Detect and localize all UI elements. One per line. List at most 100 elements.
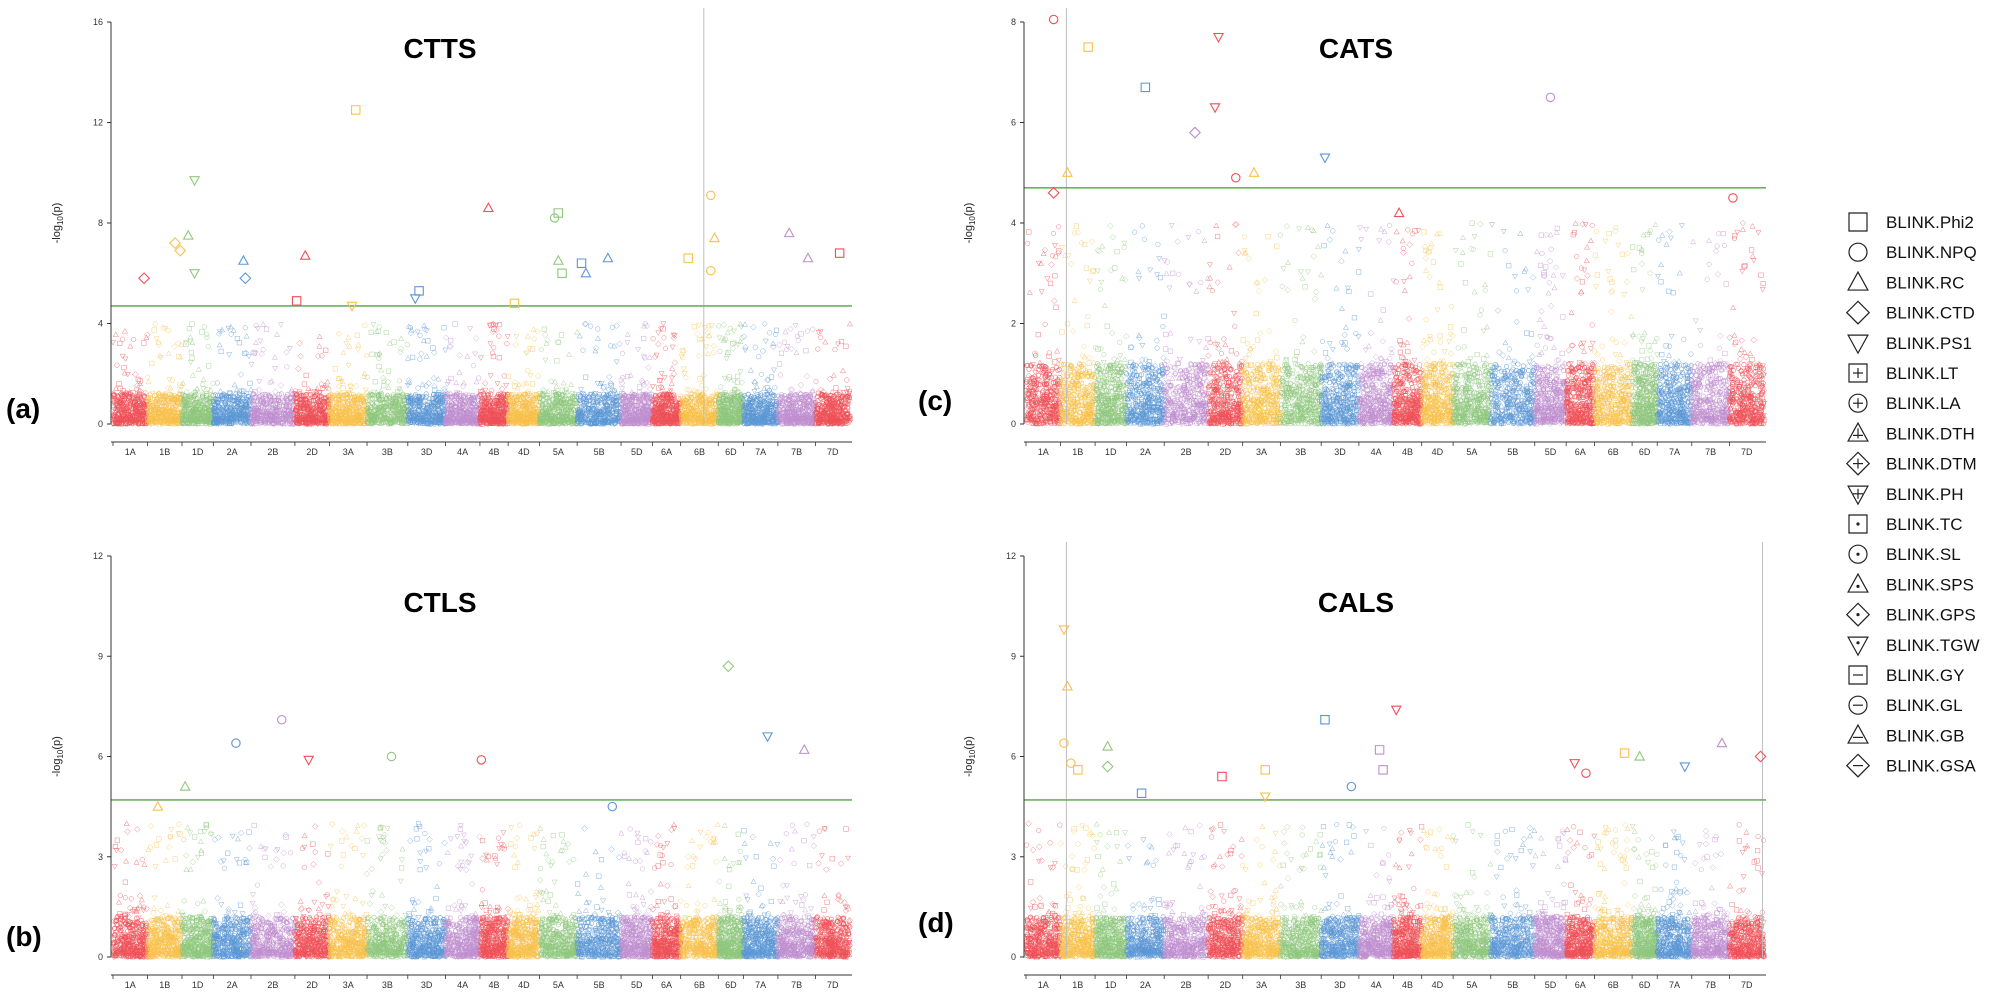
snp-point — [1232, 174, 1240, 182]
y-tick-label: 3 — [1011, 852, 1016, 862]
significant-snps — [153, 661, 809, 811]
x-tick-label: 7A — [755, 980, 766, 990]
x-tick-label: 4D — [518, 447, 530, 457]
legend-marker — [1848, 574, 1868, 592]
x-tick-label: 7B — [1705, 980, 1716, 990]
legend-item: BLINK.GSA — [1847, 754, 1977, 777]
x-tick-label: 3A — [1256, 980, 1267, 990]
snp-point — [484, 203, 493, 211]
x-tick-label: 6D — [1639, 980, 1651, 990]
x-tick-label: 4B — [1402, 447, 1413, 457]
y-tick-label: 12 — [93, 118, 103, 128]
snp-point — [785, 228, 794, 236]
x-tick-label: 3D — [421, 447, 433, 457]
snp-point — [181, 782, 190, 790]
x-tick-label: 7D — [827, 980, 839, 990]
x-tick-label: 2A — [227, 980, 238, 990]
x-tick-label: 3B — [382, 980, 393, 990]
snp-point — [803, 253, 812, 261]
legend-label: BLINK.TC — [1886, 515, 1963, 534]
background-snps — [110, 321, 852, 427]
snp-point — [184, 231, 193, 239]
x-tick-label: 6A — [1575, 447, 1586, 457]
x-tick-label: 6D — [725, 980, 737, 990]
snp-point — [1137, 789, 1145, 797]
legend-marker — [1847, 301, 1870, 324]
x-tick-label: 2A — [227, 447, 238, 457]
x-tick-label: 6A — [661, 447, 672, 457]
y-axis-label: -log10(p) — [51, 203, 65, 244]
x-tick-label: 1D — [1105, 447, 1117, 457]
snp-point — [835, 249, 843, 257]
legend-label: BLINK.DTH — [1886, 424, 1975, 443]
legend: BLINK.Phi2BLINK.NPQBLINK.RCBLINK.CTDBLIN… — [1847, 213, 1980, 777]
snp-point — [415, 287, 423, 295]
legend-label: BLINK.LA — [1886, 394, 1961, 413]
x-tick-label: 4B — [489, 447, 500, 457]
snp-point — [1321, 716, 1329, 724]
x-tick-label: 3D — [1334, 447, 1346, 457]
snp-point — [1067, 759, 1075, 767]
x-tick-label: 4A — [1371, 447, 1382, 457]
x-tick-label: 6B — [694, 447, 705, 457]
x-tick-label: 4B — [489, 980, 500, 990]
snp-point — [190, 177, 199, 185]
x-tick-label: 1D — [1105, 980, 1117, 990]
snp-point — [1347, 782, 1355, 790]
panel-label: (b) — [6, 921, 42, 952]
legend-item: BLINK.DTM — [1847, 452, 1977, 475]
x-tick-label: 2D — [1220, 447, 1232, 457]
x-tick-label: 5B — [1507, 980, 1518, 990]
x-tick-label: 7D — [1741, 980, 1753, 990]
snp-point — [1546, 93, 1554, 101]
snp-point — [1320, 154, 1329, 162]
background-snps — [1024, 821, 1767, 960]
y-axis-label: -log10(p) — [963, 736, 977, 777]
x-tick-label: 2B — [1181, 447, 1192, 457]
legend-label: BLINK.PH — [1886, 485, 1963, 504]
snp-point — [1635, 752, 1644, 760]
legend-marker — [1848, 637, 1868, 655]
snp-point — [723, 661, 734, 672]
legend-item: BLINK.CTD — [1847, 301, 1975, 324]
snp-point — [387, 752, 395, 760]
x-tick-label: 6D — [1639, 447, 1651, 457]
snp-point — [577, 259, 585, 267]
x-tick-label: 5B — [594, 447, 605, 457]
legend-marker — [1849, 213, 1867, 231]
snp-point — [1218, 772, 1226, 780]
x-tick-label: 6D — [725, 447, 737, 457]
legend-label: BLINK.PS1 — [1886, 334, 1972, 353]
panel-title: CATS — [1319, 33, 1393, 64]
significant-snps — [1059, 626, 1765, 801]
x-tick-label: 1D — [192, 447, 204, 457]
panel-title: CALS — [1318, 587, 1394, 618]
x-tick-label: 7B — [791, 447, 802, 457]
x-tick-label: 7A — [1669, 447, 1680, 457]
snp-point — [558, 269, 566, 277]
snp-point — [301, 251, 310, 259]
x-tick-label: 1A — [1038, 980, 1049, 990]
snp-point — [1190, 127, 1201, 138]
legend-item: BLINK.SPS — [1848, 574, 1974, 594]
panel-title: CTLS — [403, 587, 476, 618]
snp-point — [190, 270, 199, 278]
x-tick-label: 5A — [1466, 980, 1477, 990]
x-tick-label: 7B — [791, 980, 802, 990]
panel-label: (a) — [6, 393, 40, 424]
y-tick-label: 4 — [1011, 218, 1016, 228]
panel-label: (d) — [918, 907, 954, 938]
x-tick-label: 7A — [1669, 980, 1680, 990]
x-tick-label: 4D — [518, 980, 530, 990]
snp-point — [239, 256, 248, 264]
legend-item: BLINK.PH — [1848, 485, 1963, 504]
legend-label: BLINK.Phi2 — [1886, 213, 1974, 232]
snp-point — [1680, 763, 1689, 771]
y-tick-label: 6 — [1011, 752, 1016, 762]
x-tick-label: 3B — [1295, 447, 1306, 457]
legend-item: BLINK.PS1 — [1848, 334, 1972, 353]
x-tick-label: 5B — [594, 980, 605, 990]
x-tick-label: 6A — [661, 980, 672, 990]
legend-label: BLINK.SL — [1886, 545, 1961, 564]
